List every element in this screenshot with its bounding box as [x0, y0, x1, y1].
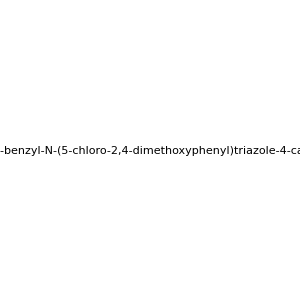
Text: 5-amino-1-benzyl-N-(5-chloro-2,4-dimethoxyphenyl)triazole-4-carboxamide: 5-amino-1-benzyl-N-(5-chloro-2,4-dimetho… — [0, 146, 300, 157]
